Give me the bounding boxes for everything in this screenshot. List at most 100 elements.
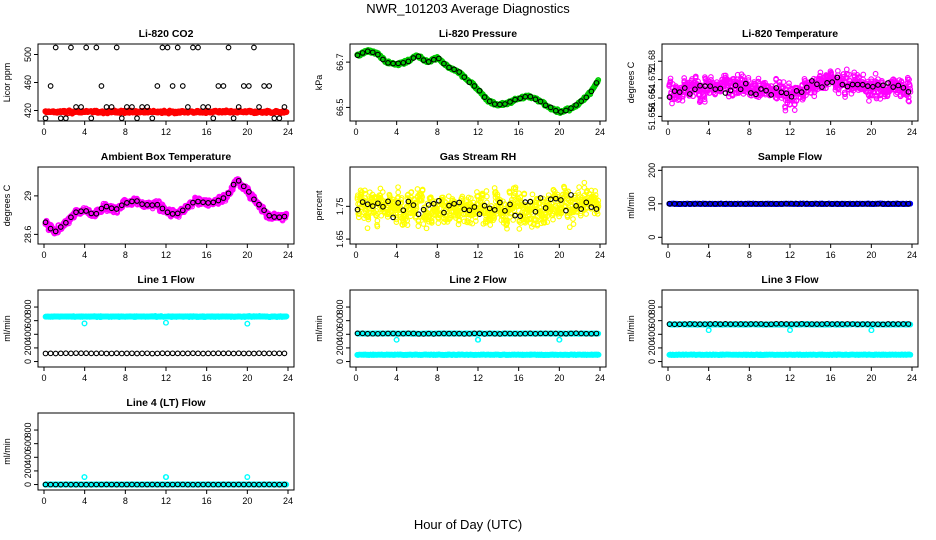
data-point — [413, 205, 420, 212]
data-point — [355, 214, 362, 221]
data-point — [487, 222, 494, 228]
data-point — [408, 189, 414, 196]
data-point — [786, 80, 792, 87]
data-point — [783, 90, 790, 97]
data-point — [436, 55, 442, 62]
data-point — [798, 89, 805, 96]
data-point — [563, 107, 569, 114]
data-point — [732, 82, 739, 89]
data-point — [817, 69, 824, 76]
data-point — [149, 115, 156, 121]
series-all — [42, 107, 290, 117]
data-point — [385, 59, 391, 66]
data-point — [782, 107, 789, 114]
data-point — [512, 96, 518, 103]
data-point — [376, 192, 383, 198]
data-point — [235, 177, 242, 184]
data-point — [745, 74, 752, 81]
data-point — [190, 199, 196, 206]
data-point — [843, 66, 850, 73]
x-tick-label: 16 — [202, 127, 212, 137]
data-point — [154, 83, 161, 89]
data-point — [164, 44, 171, 51]
data-point — [778, 89, 785, 96]
data-point — [68, 214, 74, 221]
data-point — [83, 208, 90, 214]
data-point — [445, 193, 452, 200]
y-tick-label: 66.7 — [335, 53, 345, 71]
data-point — [529, 191, 536, 198]
data-point — [246, 83, 252, 89]
data-point — [776, 78, 783, 85]
x-tick-label: 20 — [866, 127, 876, 137]
y-tick-label: 66.5 — [335, 99, 345, 117]
data-point — [773, 75, 779, 82]
data-point — [428, 217, 435, 224]
data-point — [52, 44, 59, 51]
series-avg — [354, 48, 600, 115]
series-all — [354, 179, 602, 232]
data-point — [380, 56, 386, 63]
data-point — [395, 184, 401, 191]
panel-title: Li-820 Temperature — [742, 28, 838, 40]
data-point — [461, 218, 468, 225]
data-point — [502, 101, 508, 107]
x-tick-label: 0 — [353, 250, 358, 260]
data-point — [834, 74, 841, 81]
data-point — [256, 201, 262, 208]
data-point — [755, 75, 762, 82]
data-point — [426, 218, 432, 225]
data-point — [398, 195, 405, 201]
data-point — [63, 219, 69, 226]
data-point — [593, 80, 600, 86]
data-point — [418, 192, 425, 199]
x-tick-label: 4 — [706, 127, 711, 137]
panel-title: Li-820 CO2 — [139, 28, 194, 40]
data-point — [354, 52, 361, 59]
data-point — [368, 210, 374, 216]
points-co2 — [42, 44, 290, 121]
data-point — [281, 104, 288, 110]
data-point — [568, 105, 574, 112]
data-point — [98, 83, 105, 89]
data-point — [42, 115, 49, 121]
data-point — [490, 206, 496, 213]
data-point — [507, 213, 513, 220]
data-point — [819, 84, 825, 91]
data-point — [722, 90, 729, 96]
data-point — [676, 89, 683, 95]
data-point — [578, 98, 585, 104]
data-point — [808, 90, 814, 96]
data-point — [98, 205, 105, 212]
data-point — [486, 98, 493, 105]
y-tick-label: 1.65 — [335, 230, 345, 248]
data-point — [379, 189, 386, 195]
y-tick-label: 28.6 — [23, 226, 33, 244]
data-point — [507, 210, 514, 217]
data-point — [108, 205, 115, 212]
data-point — [225, 44, 232, 51]
data-point — [512, 190, 518, 197]
data-point — [47, 225, 54, 232]
data-point — [534, 222, 541, 229]
data-point — [537, 98, 544, 105]
data-point — [420, 221, 427, 227]
data-point — [501, 201, 508, 207]
points-li820temp — [666, 66, 914, 114]
data-point — [666, 94, 673, 100]
data-point — [410, 55, 417, 61]
x-tick-label: 12 — [473, 127, 483, 137]
x-tick-label: 24 — [283, 127, 293, 137]
data-point — [134, 198, 140, 204]
data-point — [788, 93, 795, 100]
data-point — [681, 85, 688, 91]
data-point — [552, 107, 559, 114]
data-point — [763, 87, 769, 94]
data-point — [144, 104, 151, 110]
data-point — [527, 93, 534, 100]
